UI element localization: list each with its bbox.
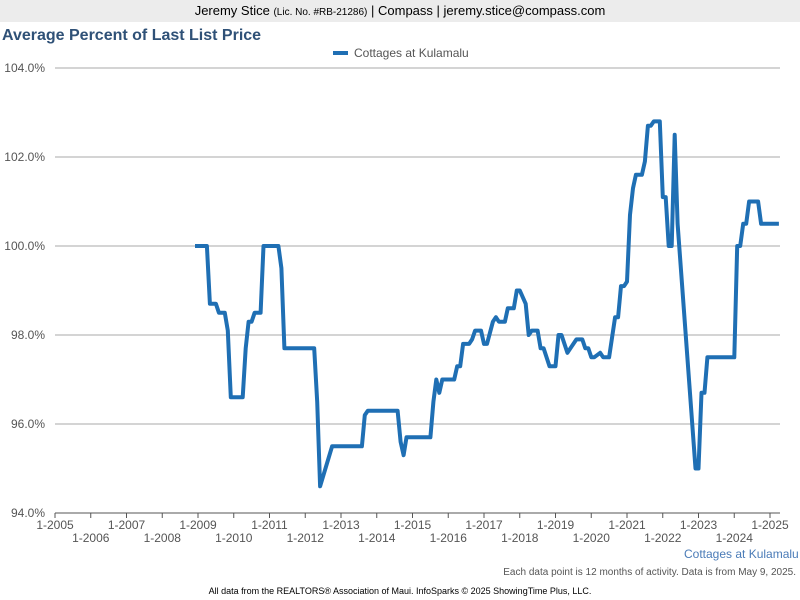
y-tick-label: 104.0% (4, 61, 45, 75)
x-tick-label: 1-2023 (680, 518, 718, 532)
x-tick-label: 1-2013 (322, 518, 360, 532)
footer-label: Cottages at Kulamalu (684, 547, 799, 561)
x-tick-label: 1-2018 (501, 531, 539, 545)
legend-label: Cottages at Kulamalu (354, 46, 469, 60)
x-tick-label: 1-2005 (36, 518, 74, 532)
chart-title: Average Percent of Last List Price (2, 27, 261, 44)
y-tick-label: 102.0% (4, 150, 45, 164)
line (195, 119, 779, 489)
x-tick-label: 1-2007 (108, 518, 146, 532)
x-tick-label: 1-2015 (394, 518, 432, 532)
chart: Average Percent of Last List Price Cotta… (2, 27, 799, 596)
x-tick-label: 1-2011 (251, 518, 288, 532)
y-tick-label: 94.0% (11, 506, 45, 520)
x-tick-label: 1-2009 (179, 518, 217, 532)
x-tick-label: 1-2008 (144, 531, 182, 545)
company: | Compass | jeremy.stice@compass.com (371, 3, 606, 18)
x-tick-label: 1-2017 (465, 518, 503, 532)
y-tick-label: 96.0% (11, 417, 45, 431)
x-tick-label: 1-2022 (644, 531, 682, 545)
x-tick-label: 1-2016 (430, 531, 468, 545)
agent: Jeremy Stice (194, 3, 270, 18)
x-tick-label: 1-2006 (72, 531, 110, 545)
x-tick-label: 1-2024 (716, 531, 754, 545)
y-tick-label: 100.0% (4, 239, 45, 253)
x-tick-label: 1-2019 (537, 518, 575, 532)
header: Jeremy Stice (Lic. No. #RB-21286) | Comp… (0, 0, 800, 22)
x-tick-label: 1-2020 (573, 531, 611, 545)
x-tick-label: 1-2014 (358, 531, 396, 545)
y-tick-label: 98.0% (11, 328, 45, 342)
x-tick-label: 1-2025 (751, 518, 789, 532)
note: Each data point is 12 months of activity… (503, 567, 796, 578)
footer: All data from the REALTORS® Association … (209, 586, 592, 596)
x-tick-label: 1-2012 (287, 531, 325, 545)
x-tick-label: 1-2010 (215, 531, 253, 545)
x-tick-label: 1-2021 (608, 518, 646, 532)
license: (Lic. No. #RB-21286) (273, 7, 368, 18)
